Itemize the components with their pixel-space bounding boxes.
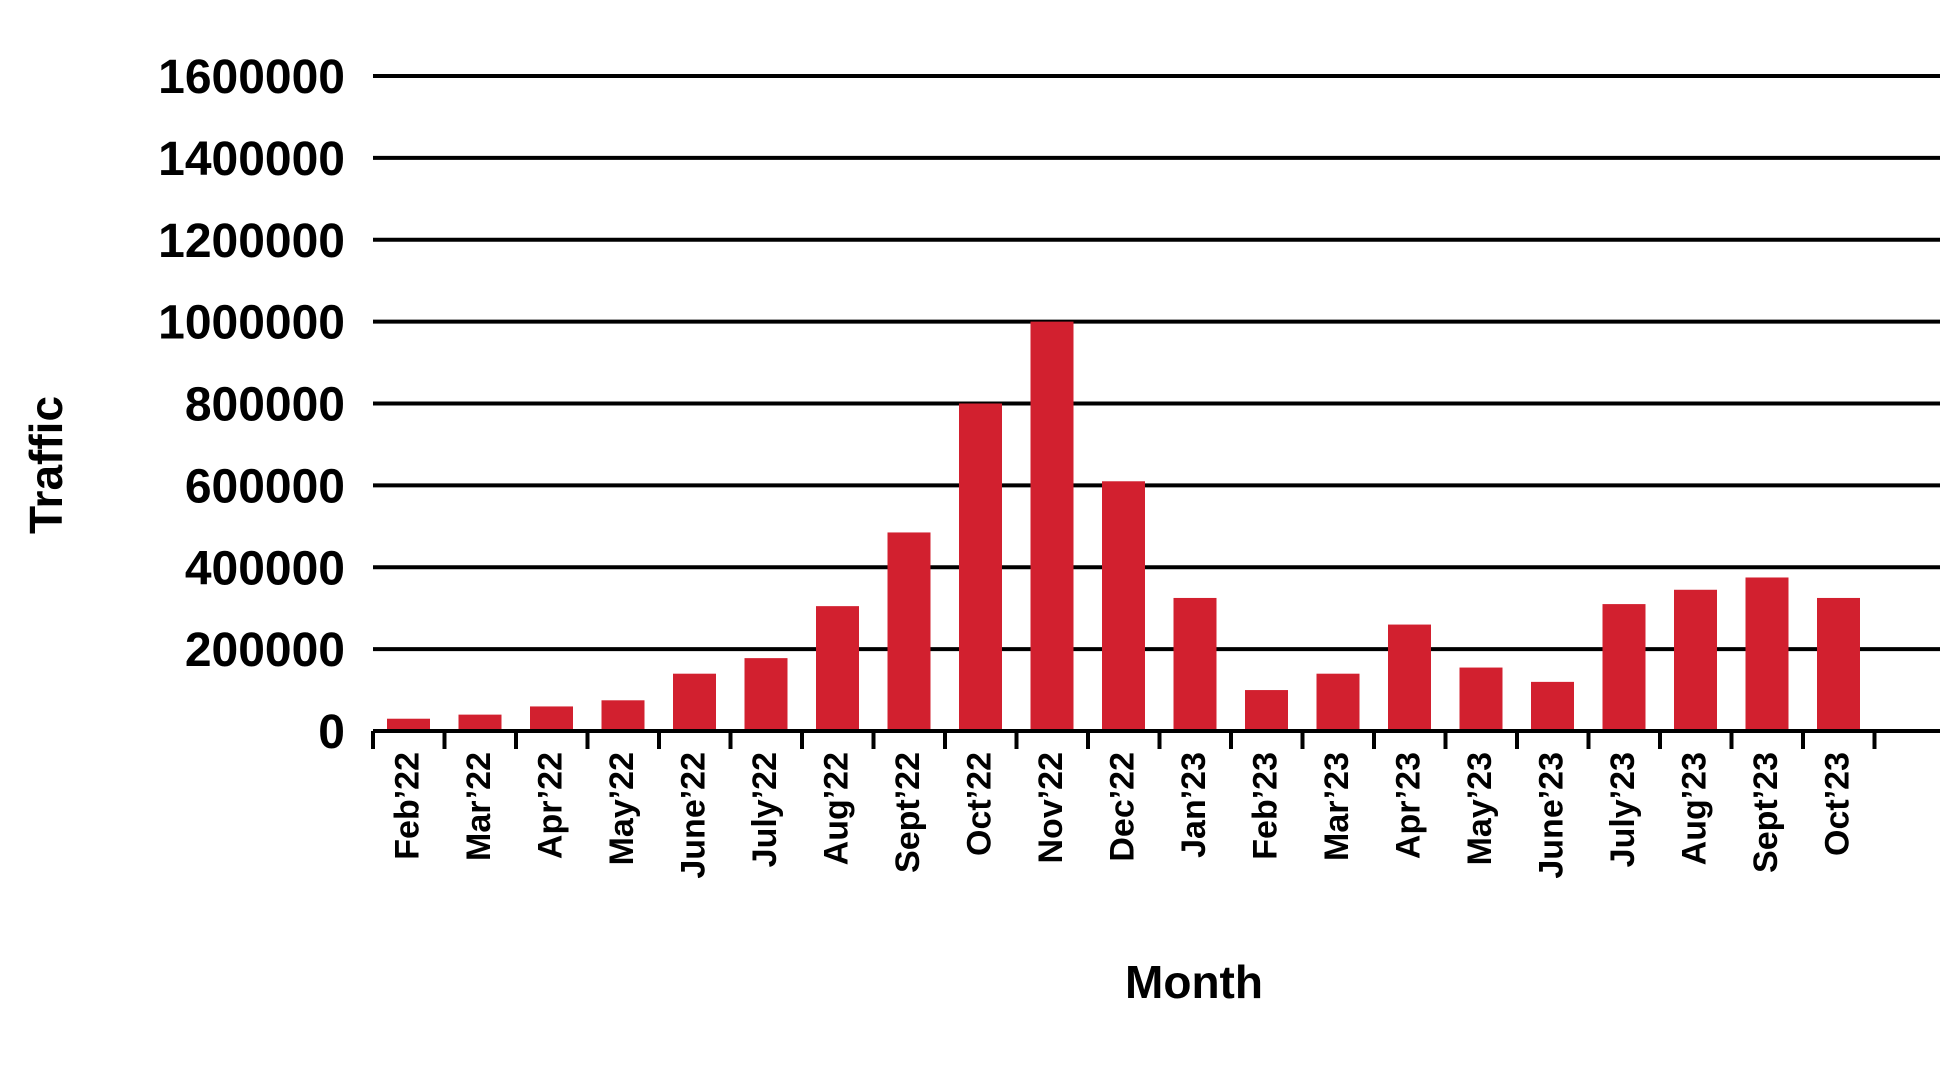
bar [1602,604,1646,731]
bar [458,714,502,731]
y-tick-label: 200000 [185,624,345,677]
x-tick-label: Aug’22 [818,752,856,865]
x-tick-label: Dec’22 [1104,752,1142,862]
y-tick-label: 400000 [185,542,345,595]
bar [959,403,1002,731]
bar [1102,481,1145,731]
gridlines [373,74,1940,652]
bar [1674,589,1717,731]
x-axis-title: Month [1125,956,1263,1008]
x-axis-tick-labels: Feb’22 Mar’22 Apr’22 May’22 June’22 July’22 Au… [389,752,1857,879]
bar [887,532,931,731]
y-axis-title: Traffic [20,396,72,534]
x-tick-label: June’23 [1533,752,1571,879]
x-tick-label: Sept’23 [1747,752,1785,873]
y-tick-label: 1400000 [158,133,345,186]
y-tick-label: 1000000 [158,297,345,350]
x-tick-label: Oct’23 [1819,752,1857,856]
bar [601,700,645,731]
x-tick-label: July’22 [746,752,784,867]
x-tick-label: Jan’23 [1175,752,1213,858]
x-tick-label: May’22 [603,752,641,865]
bar [1245,690,1288,731]
bar [1173,597,1217,731]
x-tick-label: Feb’22 [389,752,427,860]
x-tick-label: July’23 [1604,752,1642,867]
x-tick-label: June’22 [675,752,713,879]
y-tick-label: 0 [318,706,345,759]
bar [673,673,716,731]
bar [1030,321,1074,731]
bar [387,718,430,731]
bar [816,606,859,731]
bar [744,658,788,731]
x-tick-label: Feb’23 [1247,752,1285,860]
y-axis-tick-labels: 0 200000 400000 600000 800000 1000000 1200000 1… [158,51,345,759]
bar [1459,667,1503,731]
x-tick-label: Mar’23 [1318,752,1356,861]
x-tick-label: Sept’22 [889,752,927,873]
bar [1531,681,1574,731]
bar [1316,673,1360,731]
bar [1388,624,1431,731]
x-tick-label: Aug’23 [1676,752,1714,865]
y-tick-label: 800000 [185,379,345,432]
bar [1817,597,1860,731]
x-tick-label: Oct’22 [961,752,999,856]
bars [387,321,1860,731]
x-tick-label: Mar’22 [460,752,498,861]
y-tick-label: 600000 [185,460,345,513]
y-tick-label: 1200000 [158,215,345,268]
x-tick-label: May’23 [1461,752,1499,865]
x-tick-label: Apr’23 [1390,752,1428,859]
bar [1745,577,1789,731]
y-tick-label: 1600000 [158,51,345,104]
x-tick-label: Nov’22 [1032,752,1070,864]
x-tick-label: Apr’22 [532,752,570,859]
x-axis [371,729,1940,749]
bar [530,706,573,731]
